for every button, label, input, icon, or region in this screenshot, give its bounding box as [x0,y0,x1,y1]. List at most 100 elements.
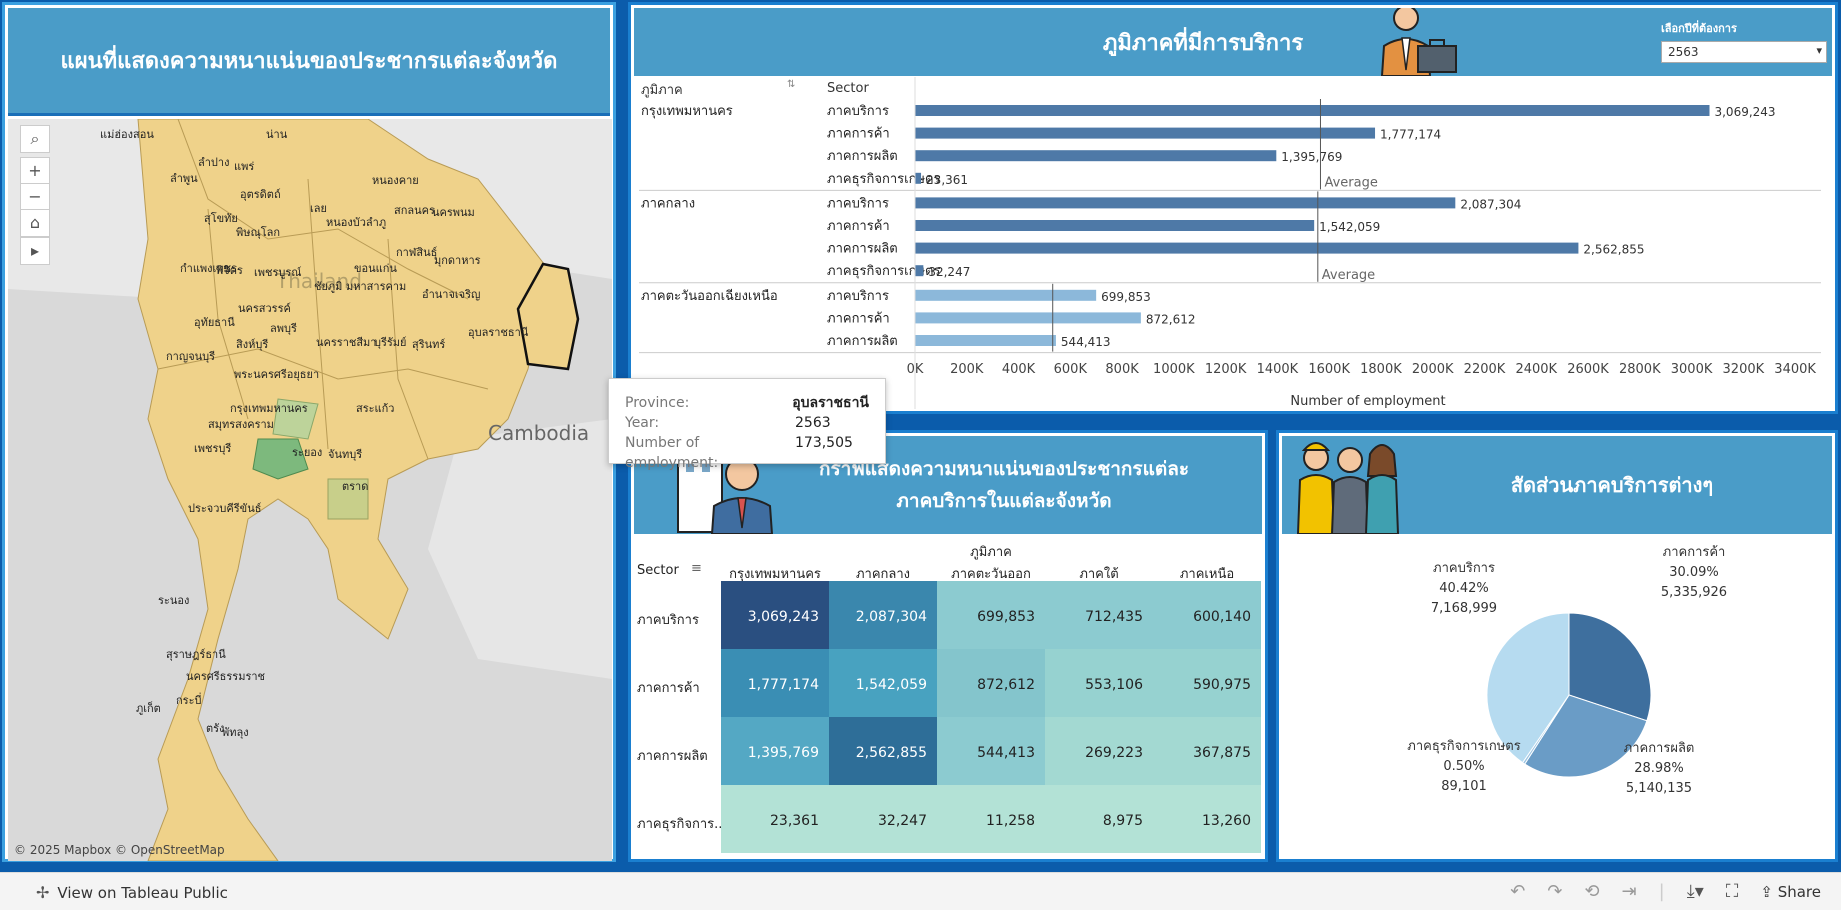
bar [915,172,922,184]
bar [915,127,1376,139]
bar-chart-title: ภูมิภาคที่มีการบริการ [1102,30,1304,56]
heatmap-cell[interactable]: 32,247 [829,785,937,853]
pie-slice[interactable] [1486,612,1570,764]
download-icon[interactable]: ⤓▾ [1686,881,1704,902]
heatmap-cell[interactable]: 367,875 [1153,717,1261,785]
province-label: แม่ฮ่องสอน [100,128,154,141]
province-label: ระนอง [158,594,190,607]
heatmap-cell[interactable]: 8,975 [1045,785,1153,853]
play-button[interactable]: ▸ [20,237,50,265]
zoom-out-button[interactable]: − [20,183,50,211]
heatmap-row-label: ภาคบริการ [637,613,699,628]
zoom-in-button[interactable]: + [20,157,50,185]
share-icon: ⇪ [1760,882,1773,901]
heatmap-cell[interactable]: 11,258 [937,785,1045,853]
sort-icon[interactable]: ⇅ [787,79,796,90]
heatmap-cell[interactable]: 553,106 [1045,649,1153,717]
heatmap-cell[interactable]: 544,413 [937,717,1045,785]
province-label: จันทบุรี [328,448,363,461]
heatmap-cell[interactable]: 23,361 [721,785,829,853]
province-label: ตรัง [206,722,225,735]
map-search-button[interactable]: ⌕ [20,125,50,153]
pie-slice[interactable] [1568,612,1652,722]
pie-slice[interactable] [1524,694,1648,778]
year-select-value: 2563 [1668,45,1699,59]
bar-sector-label: ภาคการผลิต [827,242,898,257]
bar-sector-label: ภาคบริการ [827,196,889,211]
chevron-down-icon: ▾ [1816,44,1822,57]
fullscreen-icon[interactable]: ⛶ [1725,881,1739,902]
heatmap-cell[interactable]: 590,975 [1153,649,1261,717]
province-label: กาญจนบุรี [166,350,216,363]
home-button[interactable]: ⌂ [20,209,50,237]
heatmap-cell[interactable]: 600,140 [1153,581,1261,649]
heatmap-cell[interactable]: 1,395,769 [721,717,829,785]
average-label: Average [1324,175,1377,190]
tooltip-year-key: Year: [625,415,660,431]
x-tick-label: 3000K [1671,362,1713,377]
map-panel: แผนที่แสดงความหนาแน่นของประชากรแต่ละจังห… [2,2,616,862]
redo-icon[interactable]: ↷ [1547,881,1563,902]
heatmap-cell[interactable]: 2,087,304 [829,581,937,649]
revert-icon[interactable]: ⟲ [1584,881,1600,902]
heatmap-cell[interactable]: 269,223 [1045,717,1153,785]
province-label: สุโขทัย [204,212,238,225]
province-label: น่าน [266,128,288,141]
heatmap-title-line2: ภาคบริการในแต่ละจังหวัด [896,490,1112,512]
bar [915,289,1097,301]
heatmap-panel: กราฟแสดงความหนาแน่นของประชากรแต่ละ ภาคบร… [628,430,1268,862]
sort-icon[interactable]: ≡ [691,561,702,576]
x-tick-label: 2400K [1515,362,1557,377]
pie-label-value: 5,140,135 [1625,781,1693,796]
view-on-tableau-label: View on Tableau Public [57,883,228,902]
province-label: กำแพงเพชร [180,262,237,275]
x-tick-label: 0K [907,362,924,377]
x-tick-label: 3200K [1723,362,1765,377]
bar-table: ภูมิภาค ⇅ Sector กรุงเทพมหานคร ภาคบริการ 3… [639,77,1827,409]
province-label: ประจวบคีรีขันธ์ [188,502,262,515]
axis-header-bg [915,77,1821,97]
x-tick-label: 2600K [1567,362,1609,377]
heatmap-column-header: ภาคใต้ [1079,567,1119,582]
heatmap-cell[interactable]: 872,612 [937,649,1045,717]
heatmap-cell[interactable]: 2,562,855 [829,717,937,785]
pie-label-percent: 28.98% [1634,761,1684,776]
undo-icon[interactable]: ↶ [1510,881,1526,902]
bar-value-label: 1,395,769 [1281,150,1342,164]
province-label: ระยอง [292,446,323,459]
province-label: ตราด [342,480,369,493]
country-label-thailand: Thailand [276,269,362,293]
share-button[interactable]: ⇪ Share [1760,883,1821,901]
refresh-icon[interactable]: ⇥ [1621,881,1637,902]
province-label: ลำปาง [198,156,230,169]
heatmap-cell[interactable]: 712,435 [1045,581,1153,649]
bar-sector-label: ภาคการค้า [827,311,890,326]
x-tick-label: 2800K [1619,362,1661,377]
heatmap-cell[interactable]: 1,542,059 [829,649,937,717]
province-label: สุราษฎร์ธานี [166,648,226,661]
year-select[interactable]: 2563 ▾ [1661,41,1827,63]
heatmap-column-group-title: ภูมิภาค [970,545,1012,560]
province-label: สมุทรสงคราม [208,418,274,431]
heatmap-cell[interactable]: 699,853 [937,581,1045,649]
pie-chart[interactable] [1279,535,1835,861]
province-map[interactable]: ⌕ + − ⌂ ▸ Thailand Cambodia แม่ฮ่องสอน น่… [8,119,612,861]
province-label: อุบลราชธานี [468,326,529,339]
x-tick-label: 200K [950,362,984,377]
bar-sector-label: ภาคบริการ [827,104,889,119]
bar-chart-svg: กรุงเทพมหานคร ภาคบริการ 3,069,243ภาคการค้า… [639,77,1821,409]
province-label: กระบี่ [176,694,202,707]
map-tooltip: Province: อุบลราชธานี Year: 2563 Number of… [608,378,886,471]
heatmap-cell[interactable]: 13,260 [1153,785,1261,853]
pie-label-value: 89,101 [1441,779,1487,794]
map-title: แผนที่แสดงความหนาแน่นของประชากรแต่ละจังห… [8,8,610,116]
view-on-tableau-link[interactable]: ✢ View on Tableau Public [36,883,228,902]
province-label: พิจิตร [216,264,243,277]
province-label: เพชรบูรณ์ [254,266,302,279]
heatmap-cell[interactable]: 3,069,243 [721,581,829,649]
heatmap-cell[interactable]: 1,777,174 [721,649,829,717]
bar-sector-label: ภาคการผลิต [827,149,898,164]
x-tick-label: 600K [1054,362,1088,377]
pie-label: ภาคการผลิต 28.98% 5,140,135 [1594,739,1724,799]
province-label: พัทลุง [222,726,249,739]
